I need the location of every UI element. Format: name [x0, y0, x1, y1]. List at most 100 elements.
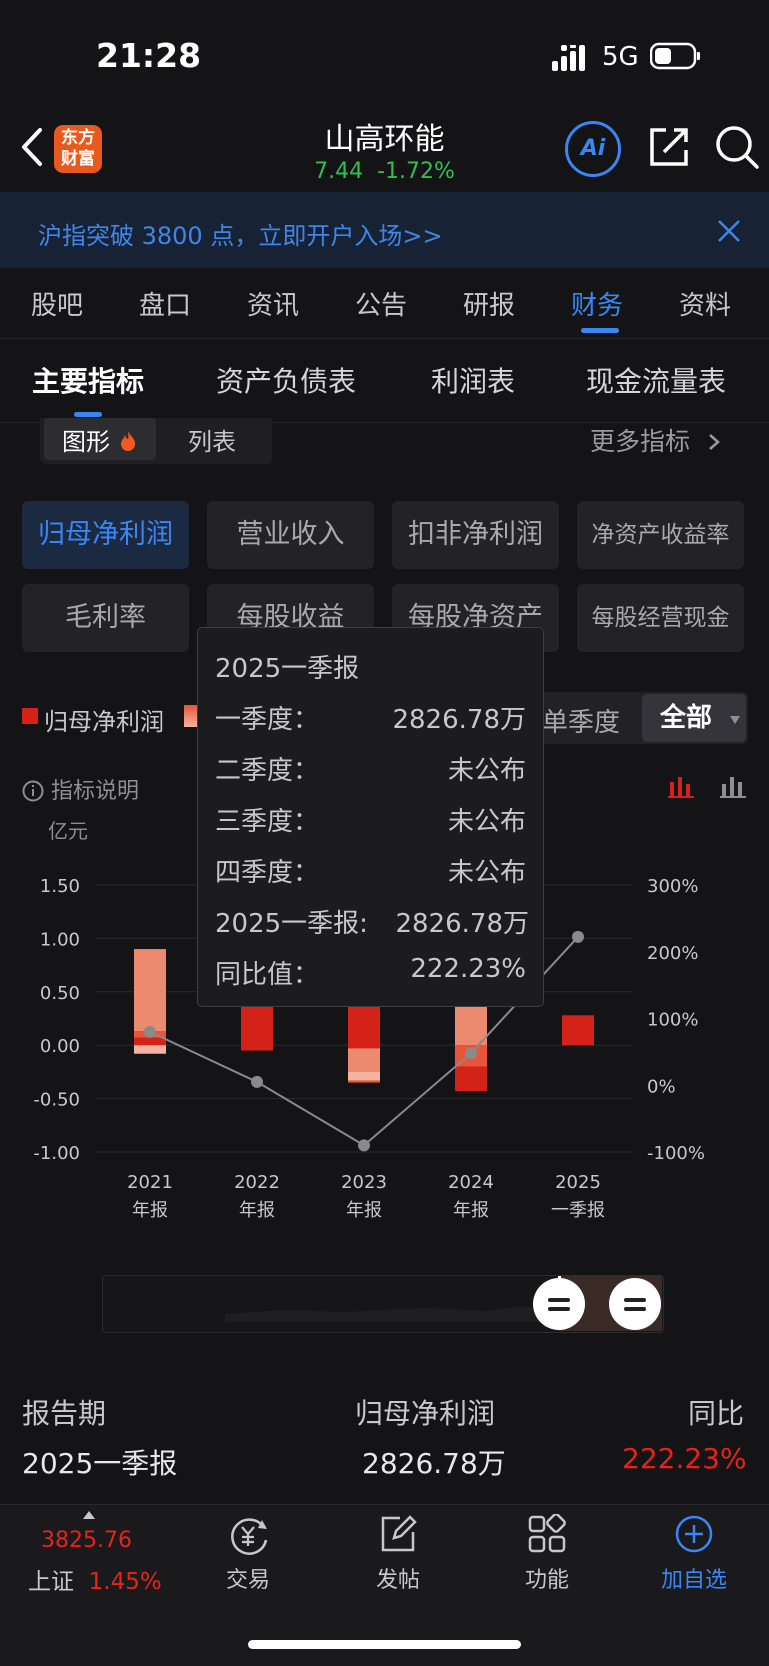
nav-function[interactable]: 功能 [524, 1568, 569, 1593]
add-watchlist-icon[interactable] [674, 1514, 714, 1554]
y-axis-unit: 亿元 [48, 820, 88, 843]
subtab-balance-sheet[interactable]: 资产负债表 [216, 365, 357, 398]
share-icon[interactable] [648, 126, 690, 168]
y-left-tick: 1.50 [40, 876, 80, 897]
table-header-metric: 归母净利润 [355, 1397, 496, 1430]
subtab-indicator [74, 412, 102, 417]
nav-trade[interactable]: 交易 [225, 1568, 270, 1593]
tooltip-title: 2025一季报 [215, 654, 360, 684]
stock-quote: 7.44 -1.72% [0, 159, 769, 184]
back-icon[interactable] [18, 124, 46, 170]
x-tick-period: 年报 [239, 1200, 275, 1221]
x-tick-period: 年报 [132, 1200, 168, 1221]
view-graph-button[interactable] [44, 418, 156, 460]
bar-segment [134, 1037, 166, 1046]
yoy-point [572, 930, 584, 943]
x-tick-year: 2021 [127, 1172, 173, 1193]
view-graph-label[interactable]: 图形 [62, 422, 138, 457]
slider-left-handle[interactable] [531, 1276, 587, 1332]
chart-bars [134, 949, 594, 1092]
close-icon[interactable] [716, 218, 742, 244]
view-list-button[interactable]: 列表 [188, 428, 236, 456]
range-slider-preview [225, 1306, 555, 1322]
index-name: 上证 [28, 1569, 74, 1595]
chip-roe[interactable]: 净资产收益率 [577, 501, 744, 569]
yoy-point [465, 1047, 477, 1060]
tab-research[interactable]: 研报 [463, 291, 516, 321]
bar-segment [455, 1066, 487, 1092]
promo-banner[interactable] [0, 192, 769, 268]
bar-chart-icon[interactable] [720, 774, 746, 798]
network-label: 5G [602, 42, 639, 72]
legend-swatch-quarters [184, 705, 198, 727]
function-icon[interactable] [527, 1514, 567, 1554]
x-tick-period: 年报 [346, 1200, 382, 1221]
chip-net-profit[interactable]: 归母净利润 [22, 501, 189, 569]
tab-news[interactable]: 资讯 [247, 291, 300, 321]
yoy-point [358, 1139, 370, 1152]
yoy-point [251, 1075, 263, 1088]
index-value[interactable]: 3825.76 [41, 1528, 132, 1553]
net-profit-chart: 亿元 1.50 1.00 0.50 0.00 -0.50 -1.00 300% 200% 100… [33, 820, 705, 1221]
bar-segment [241, 1002, 273, 1051]
table-header-yoy: 同比 [688, 1397, 745, 1430]
promo-banner-text[interactable]: 沪指突破 3800 点，立即开户入场>> [38, 222, 443, 250]
fire-icon [120, 431, 135, 451]
tooltip-row-q3: 三季度： 未公布 [215, 807, 526, 837]
expand-up-icon[interactable] [82, 1510, 96, 1520]
chip-deducted-profit[interactable]: 扣非净利润 [392, 501, 559, 569]
subtab-main-indicators[interactable]: 主要指标 [32, 365, 145, 398]
tooltip-row-q2: 二季度： 未公布 [215, 756, 526, 786]
y-right-tick: -100% [647, 1143, 705, 1164]
tab-pankou[interactable]: 盘口 [139, 291, 192, 321]
chip-revenue[interactable]: 营业收入 [207, 501, 374, 569]
bar-segment [562, 1015, 594, 1046]
tab-profile[interactable]: 资料 [679, 291, 732, 321]
yoy-point [144, 1025, 156, 1038]
ai-button[interactable]: Ai [565, 121, 621, 177]
y-left-tick: -0.50 [33, 1090, 80, 1111]
divider [0, 338, 769, 339]
slider-right-handle[interactable] [607, 1276, 663, 1332]
post-icon[interactable] [378, 1514, 418, 1554]
y-right-tick: 300% [647, 876, 698, 897]
bar-segment [134, 1045, 166, 1054]
subtab-income-statement[interactable]: 利润表 [431, 365, 516, 398]
tooltip-row-q1: 一季度： 2826.78万 [215, 705, 526, 735]
search-icon[interactable] [714, 124, 760, 170]
yoy-line [144, 930, 584, 1152]
nav-add-watchlist[interactable]: 加自选 [660, 1568, 727, 1593]
table-cell-metric: 2826.78万 [362, 1447, 506, 1480]
index-summary[interactable]: 上证 1.45% [28, 1562, 162, 1596]
tooltip-row-q4: 四季度： 未公布 [215, 858, 526, 888]
nav-post[interactable]: 发帖 [375, 1568, 420, 1593]
tab-guba[interactable]: 股吧 [31, 291, 84, 321]
period-single-quarter[interactable]: 单季度 [542, 708, 621, 738]
trade-icon[interactable] [228, 1516, 270, 1556]
stacked-bar-icon[interactable] [668, 774, 694, 798]
home-indicator [248, 1640, 521, 1649]
x-axis-labels: 2021 年报 2022 年报 2023 年报 2024 年报 2025 一季报 [127, 1172, 605, 1221]
x-tick-year: 2024 [448, 1172, 494, 1193]
tab-finance[interactable]: 财务 [571, 291, 624, 321]
bar-segment [348, 1071, 380, 1081]
y-right-tick: 100% [647, 1010, 698, 1031]
subtab-cash-flow[interactable]: 现金流量表 [586, 365, 727, 398]
y-left-tick: 1.00 [40, 929, 80, 950]
indicator-info[interactable]: 指标说明 [22, 773, 139, 805]
tab-announcement[interactable]: 公告 [355, 291, 408, 321]
chip-ocf-per-share[interactable]: 每股经营现金 [577, 584, 744, 652]
legend-swatch [22, 708, 38, 724]
battery-icon [650, 42, 700, 70]
more-indicators-link[interactable]: 更多指标 [590, 422, 722, 458]
y-left-tick: -1.00 [33, 1143, 80, 1164]
chip-gross-margin[interactable]: 毛利率 [22, 584, 189, 652]
y-right-tick: 200% [647, 943, 698, 964]
index-change: 1.45% [88, 1569, 162, 1595]
status-time: 21:28 [96, 36, 202, 75]
y-right-tick: 0% [647, 1076, 676, 1097]
info-icon [22, 780, 44, 802]
period-all[interactable]: 全部 [642, 694, 746, 742]
y-left-tick: 0.50 [40, 983, 80, 1004]
main-tabs: 股吧 盘口 资讯 公告 研报 财务 资料 [0, 285, 769, 335]
